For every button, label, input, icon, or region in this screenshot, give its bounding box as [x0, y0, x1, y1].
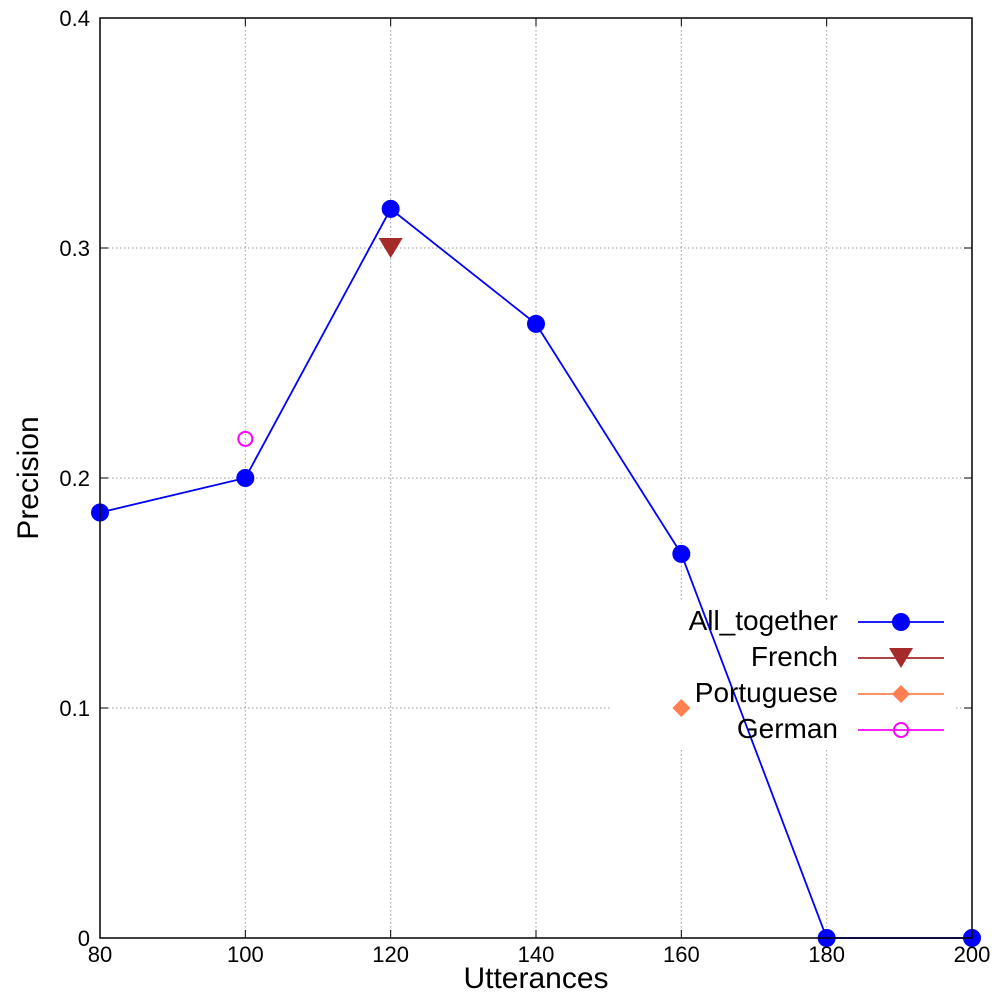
data-point [527, 314, 545, 333]
tick-labels: 80 100 120 140 160 180 200 0 0.1 0.2 0.3 0.4 [59, 6, 990, 967]
legend: All_together French Portuguese German [689, 605, 944, 744]
legend-marker [889, 648, 913, 668]
x-tick-label: 80 [88, 942, 112, 967]
y-tick-label: 0.3 [59, 236, 90, 261]
legend-label: German [737, 713, 838, 744]
y-axis-label: Precision [12, 416, 45, 539]
legend-marker [893, 722, 909, 738]
series-portuguese [672, 699, 691, 717]
x-tick-label: 160 [663, 942, 700, 967]
x-tick-label: 180 [808, 942, 845, 967]
legend-marker [892, 613, 910, 631]
legend-label: Portuguese [695, 677, 838, 708]
grid [100, 18, 972, 938]
y-tick-label: 0.4 [59, 6, 90, 31]
legend-label: All_together [689, 605, 838, 636]
y-tick-label: 0.1 [59, 696, 90, 721]
legend-marker [892, 685, 910, 703]
x-tick-label: 120 [372, 942, 409, 967]
data-point [381, 199, 400, 218]
x-tick-label: 200 [954, 942, 991, 967]
series-german [237, 430, 254, 447]
y-tick-label: 0 [78, 926, 90, 951]
plot-frame [99, 17, 973, 939]
data-point [672, 544, 691, 563]
legend-label: French [751, 641, 838, 672]
x-axis-label: Utterances [463, 962, 608, 995]
data-point [237, 430, 254, 447]
y-tick-label: 0.2 [59, 466, 90, 491]
series-french [378, 238, 403, 258]
data-point [672, 699, 691, 717]
data-point [378, 238, 403, 258]
data-point [236, 469, 255, 487]
x-tick-label: 140 [518, 942, 555, 967]
x-tick-label: 100 [227, 942, 264, 967]
